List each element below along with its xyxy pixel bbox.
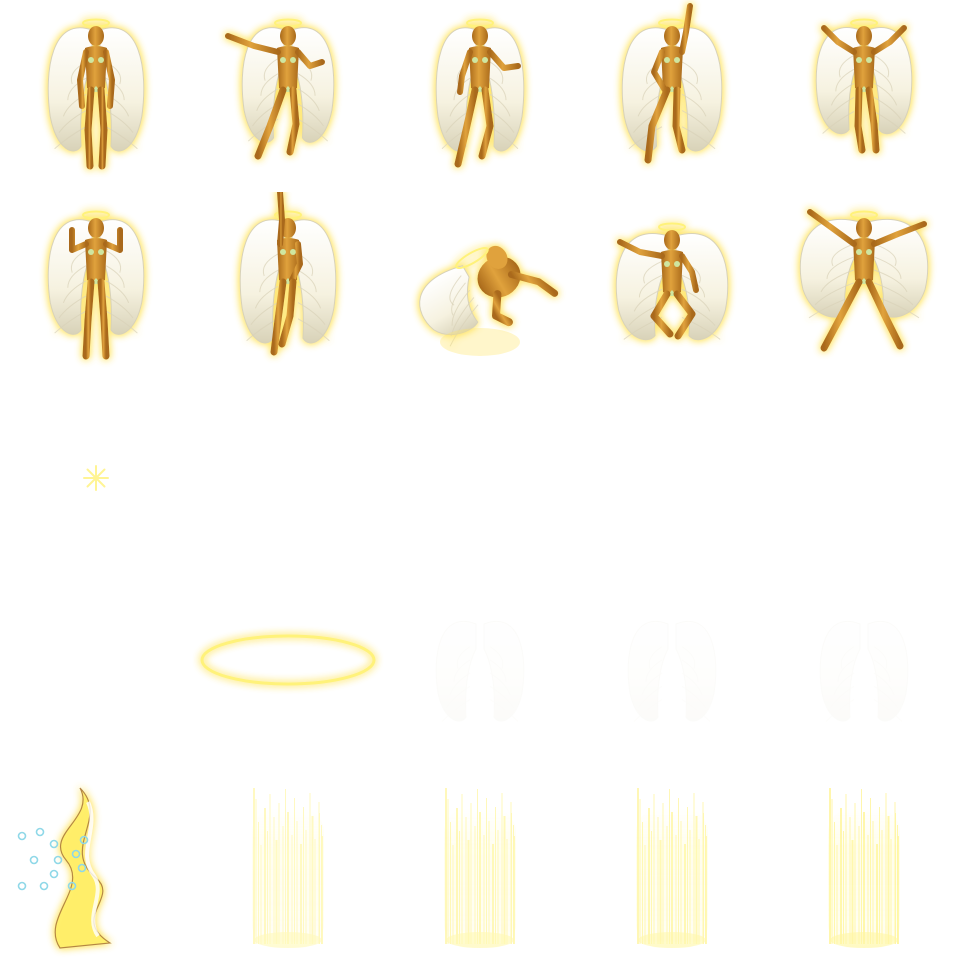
sprite-angel-pointing-left: [192, 0, 384, 192]
angel-fallen-graphic: [419, 245, 559, 356]
angel-standing-front-graphic: [47, 18, 145, 170]
sprite-angel-star-jump: [768, 192, 960, 384]
sprite-angel-standing-front: [0, 0, 192, 192]
empty-frame-graphic: [768, 384, 960, 576]
sprite-angel-arms-spread: [768, 0, 960, 192]
sprite-angel-kneeling: [576, 192, 768, 384]
sprite-angel-flexing: [0, 192, 192, 384]
faint-wing-ghost-graphic: [435, 621, 525, 722]
sprite-faint-wing-ghost: [576, 576, 768, 768]
sprite-sparkle-star: [0, 384, 192, 576]
empty-frame-graphic: [576, 384, 768, 576]
angel-reaching-graphic: [435, 18, 525, 168]
angel-arms-spread-graphic: [815, 18, 913, 154]
angel-star-jump-graphic: [799, 209, 929, 352]
empty-frame-graphic: [0, 576, 192, 768]
empty-frame-graphic: [192, 384, 384, 576]
light-beam-graphic: [444, 788, 516, 948]
sprite-empty-frame: [576, 384, 768, 576]
sprite-light-beam: [384, 768, 576, 960]
angel-arm-raised-graphic: [621, 3, 723, 164]
sprite-angel-reaching: [384, 0, 576, 192]
angel-kneeling-graphic: [615, 222, 729, 341]
faint-wing-ghost-graphic: [627, 621, 717, 722]
light-beam-graphic: [252, 788, 324, 948]
sprite-holy-fire-pillar: [0, 768, 192, 960]
halo-ring-graphic: [200, 634, 376, 686]
sprite-angel-fallen: [384, 192, 576, 384]
sprite-angel-reaching-up: [192, 192, 384, 384]
holy-fire-pillar-graphic: [17, 787, 112, 949]
sparkle-star-graphic: [83, 465, 109, 491]
sprite-faint-wing-ghost: [768, 576, 960, 768]
sprite-light-beam: [768, 768, 960, 960]
empty-frame-graphic: [384, 384, 576, 576]
light-beam-graphic: [636, 788, 708, 948]
sprite-empty-frame: [0, 576, 192, 768]
sprite-empty-frame: [192, 384, 384, 576]
sprite-light-beam: [576, 768, 768, 960]
light-beam-graphic: [828, 788, 900, 948]
angel-reaching-up-graphic: [239, 192, 337, 356]
sprite-light-beam: [192, 768, 384, 960]
sprite-empty-frame: [768, 384, 960, 576]
faint-wing-ghost-graphic: [819, 621, 909, 722]
sprite-halo-ring: [192, 576, 384, 768]
sprite-angel-arm-raised: [576, 0, 768, 192]
angel-pointing-left-graphic: [225, 18, 335, 160]
sprite-empty-frame: [384, 384, 576, 576]
sprite-faint-wing-ghost: [384, 576, 576, 768]
angel-flexing-graphic: [47, 210, 145, 360]
